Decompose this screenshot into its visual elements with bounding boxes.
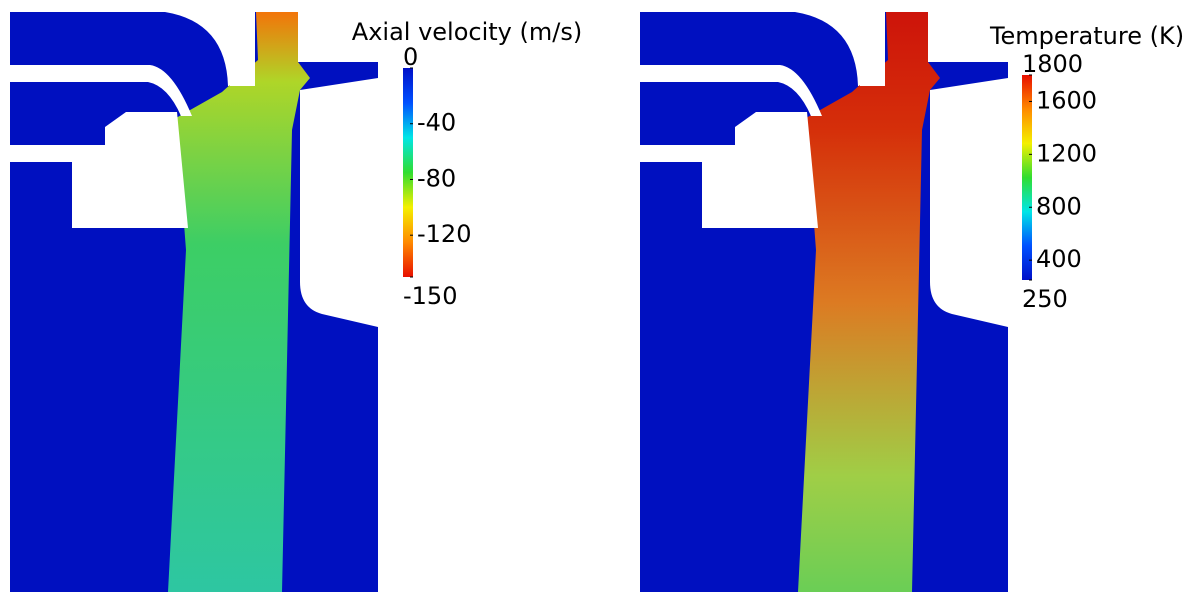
tick-label: 1200 bbox=[1036, 139, 1097, 167]
colorbar-title: Axial velocity (m/s) bbox=[352, 18, 582, 46]
colorbar bbox=[403, 68, 413, 277]
field-panel bbox=[640, 12, 1008, 592]
wall-cutout bbox=[856, 12, 885, 86]
tick-label: -40 bbox=[417, 109, 456, 137]
tick-label: -120 bbox=[417, 220, 471, 248]
tick-label: 1800 bbox=[1022, 50, 1083, 78]
tick-label: 800 bbox=[1036, 192, 1082, 220]
page: Axial velocity (m/s)0 -40 -80 -120 -150 Tempe… bbox=[0, 0, 1201, 593]
tick-label: -150 bbox=[403, 282, 457, 310]
colorbar-title: Temperature (K) bbox=[989, 22, 1184, 50]
colorbar bbox=[1022, 75, 1032, 280]
figure: Axial velocity (m/s)0 -40 -80 -120 -150 Tempe… bbox=[0, 0, 1201, 593]
tick-label: -80 bbox=[417, 164, 456, 192]
wall-cutout bbox=[226, 12, 255, 86]
field-panel bbox=[10, 12, 378, 592]
tick-label: 1600 bbox=[1036, 86, 1097, 114]
tick-label: 0 bbox=[403, 43, 418, 71]
tick-label: 250 bbox=[1022, 285, 1068, 313]
tick-label: 400 bbox=[1036, 245, 1082, 273]
